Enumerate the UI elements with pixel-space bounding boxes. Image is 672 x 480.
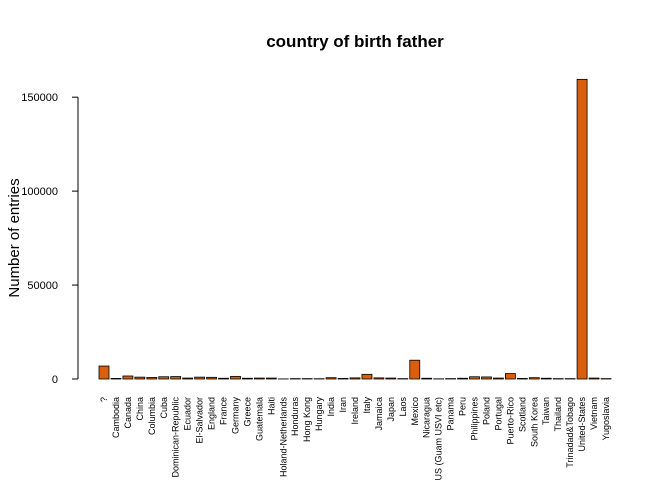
y-tick-label: 150000 [21,92,58,104]
x-tick-label: Italy [362,397,372,414]
x-tick-label: Honduras [290,397,300,437]
bar [206,376,217,380]
x-tick-label: South Korea [529,397,539,447]
x-tick-label: El-Salvador [195,397,205,444]
x-tick-label: England [207,397,217,430]
bar [385,377,397,380]
bar [540,377,552,380]
x-tick-label: Columbia [147,397,157,435]
bar [409,359,421,380]
bar [158,376,170,380]
x-tick-label: Cambodia [111,397,121,438]
x-tick-label: Philippines [470,397,480,441]
bar [504,373,516,380]
x-tick-label: Laos [398,397,408,417]
bar [146,377,158,380]
x-tick-label: Guatemala [254,397,264,441]
x-tick-label: Trinadad&Tobago [565,397,575,468]
x-tick-label: Peru [458,397,468,416]
bar [493,377,504,380]
x-tick-label: Vietnam [589,397,599,430]
bar [218,377,229,380]
x-tick-label: Nicaragua [422,397,432,438]
x-tick-label: Germany [230,397,240,435]
x-tick-label: Cuba [159,397,169,419]
x-tick-label: Thailand [553,397,563,432]
bar [325,377,337,380]
x-tick-label: Haiti [266,397,276,415]
bar [134,376,146,380]
x-tick-label: Greece [242,397,252,427]
bar [516,378,528,380]
bar [337,378,349,380]
bar [242,377,253,380]
x-tick-label: Poland [481,397,491,425]
x-tick-label: Portugal [493,397,503,431]
bar [194,376,206,380]
x-tick-label: India [326,397,336,417]
x-tick-label: Hungary [314,397,324,432]
bar [576,78,588,380]
bar [528,377,540,380]
x-tick-label: Ireland [350,397,360,425]
x-tick-label: Outlying-US (Guam USVI etc) [434,397,444,480]
x-tick-label: Jamaica [374,397,384,431]
bar [349,377,361,380]
x-tick-label: Holand-Netherlands [278,397,288,478]
x-tick-label: Canada [123,397,133,429]
x-tick-label: Yugoslavia [601,397,611,441]
bar [421,377,433,380]
x-tick-label: France [219,397,229,425]
y-tick-label: 50000 [27,280,58,292]
bar [170,376,182,380]
y-tick-label: 0 [52,374,58,386]
x-tick-label: Iran [338,397,348,413]
chart-title: country of birth father [266,32,444,51]
bar [481,376,492,380]
bar [588,377,600,380]
x-tick-label: Panama [446,397,456,431]
x-tick-label: Ecuador [183,397,193,431]
x-tick-label: Dominican-Republic [171,397,181,478]
bar [230,375,241,380]
bar [253,377,265,380]
bar [373,377,385,380]
bar [457,377,468,380]
bar [110,378,122,380]
bar [182,377,194,380]
x-tick-label: Japan [386,397,396,422]
x-tick-label: United-States [577,397,587,452]
bar [265,377,277,380]
x-tick-label: Puerto-Rico [505,397,515,445]
x-tick-label: Scotland [517,397,527,432]
bar [361,373,373,380]
x-tick-label: China [135,397,145,421]
bar [122,375,134,380]
x-tick-label: ? [99,397,109,402]
x-tick-label: Mexico [410,397,420,426]
x-tick-label: Taiwan [541,397,551,425]
x-tick-label: Hong Kong [302,397,312,442]
bar [469,376,480,380]
y-tick-label: 100000 [21,186,58,198]
bar [98,365,110,380]
y-axis-title: Number of entries [6,178,23,297]
